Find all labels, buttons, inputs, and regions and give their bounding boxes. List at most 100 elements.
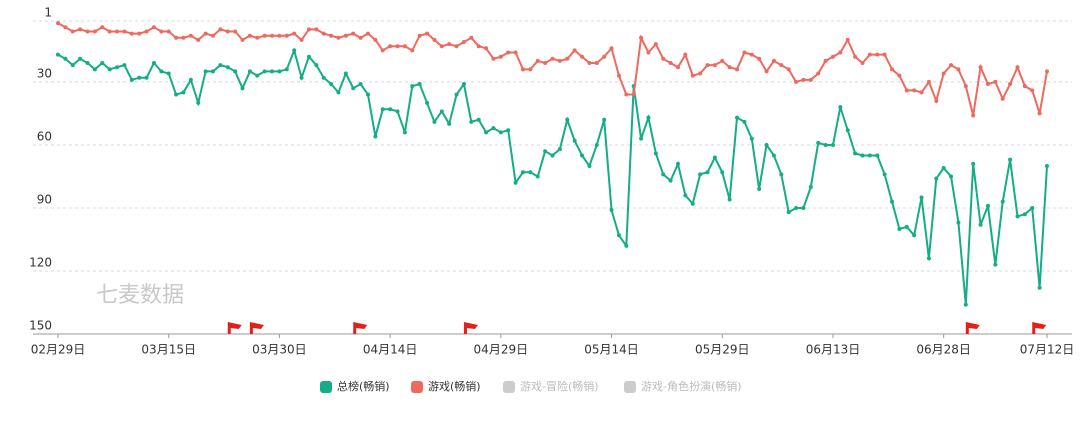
- point: [166, 71, 171, 76]
- point: [956, 67, 961, 72]
- point: [572, 138, 577, 143]
- point: [557, 58, 562, 63]
- point: [388, 44, 393, 49]
- point: [439, 109, 444, 114]
- point: [794, 79, 799, 84]
- point: [808, 184, 813, 189]
- point: [860, 61, 865, 66]
- point: [484, 130, 489, 135]
- event-flag: [463, 322, 478, 334]
- point: [299, 37, 304, 42]
- point: [808, 77, 813, 82]
- point: [668, 61, 673, 66]
- point: [624, 92, 629, 97]
- point: [830, 142, 835, 147]
- point: [543, 149, 548, 154]
- point: [284, 67, 289, 72]
- point: [314, 63, 319, 68]
- point: [941, 71, 946, 76]
- point: [196, 37, 201, 42]
- point: [890, 67, 895, 72]
- point: [454, 44, 459, 49]
- point: [690, 201, 695, 206]
- point: [395, 109, 400, 114]
- point: [461, 40, 466, 45]
- point: [653, 42, 658, 47]
- point: [971, 161, 976, 166]
- legend-swatch[interactable]: [624, 381, 636, 393]
- point: [985, 82, 990, 87]
- point: [85, 29, 90, 34]
- point: [550, 56, 555, 61]
- point: [616, 73, 621, 78]
- point: [602, 117, 607, 122]
- point: [646, 115, 651, 120]
- point: [602, 54, 607, 59]
- event-flag: [227, 322, 242, 334]
- point: [520, 170, 525, 175]
- point: [1037, 111, 1042, 116]
- point: [299, 75, 304, 80]
- point: [122, 63, 127, 68]
- point: [402, 44, 407, 49]
- point: [262, 33, 267, 38]
- point: [454, 92, 459, 97]
- point: [904, 88, 909, 93]
- point: [712, 63, 717, 68]
- x-tick-label: 03月15日: [141, 343, 196, 357]
- point: [144, 75, 149, 80]
- point: [1037, 285, 1042, 290]
- point: [417, 33, 422, 38]
- point: [742, 50, 747, 55]
- point: [240, 86, 245, 91]
- point: [993, 262, 998, 267]
- point: [1000, 199, 1005, 204]
- point: [956, 220, 961, 225]
- point: [358, 35, 363, 40]
- point: [890, 199, 895, 204]
- point: [520, 67, 525, 72]
- legend-label[interactable]: 游戏-角色扮演(畅销): [641, 379, 742, 393]
- point: [764, 69, 769, 74]
- point: [904, 224, 909, 229]
- point: [801, 77, 806, 82]
- point: [1045, 163, 1049, 168]
- point: [506, 50, 511, 55]
- point: [63, 25, 68, 30]
- point: [56, 52, 60, 57]
- point: [949, 63, 954, 68]
- point: [705, 170, 710, 175]
- point: [875, 52, 880, 57]
- x-tick-label: 03月30日: [252, 343, 307, 357]
- point: [70, 29, 75, 34]
- point: [823, 58, 828, 63]
- point: [92, 67, 97, 72]
- point: [144, 29, 149, 34]
- legend-swatch[interactable]: [503, 381, 515, 393]
- point: [321, 31, 326, 36]
- legend-swatch[interactable]: [411, 381, 423, 393]
- point: [1015, 65, 1020, 70]
- point: [410, 84, 415, 89]
- point: [668, 178, 673, 183]
- point: [181, 35, 186, 40]
- x-tick-label: 07月12日: [1020, 343, 1075, 357]
- point: [92, 29, 97, 34]
- point: [373, 37, 378, 42]
- point: [616, 233, 621, 238]
- point: [609, 208, 614, 213]
- point: [410, 48, 415, 53]
- point: [292, 48, 297, 53]
- legend-label[interactable]: 总榜(畅销): [337, 379, 390, 393]
- point: [115, 65, 120, 70]
- point: [476, 44, 481, 49]
- y-tick-label: 150: [29, 319, 52, 333]
- point: [247, 33, 252, 38]
- point: [122, 29, 127, 34]
- legend-label[interactable]: 游戏(畅销): [428, 379, 481, 393]
- legend-label[interactable]: 游戏-冒险(畅销): [520, 379, 599, 393]
- legend-swatch[interactable]: [320, 381, 332, 393]
- point: [255, 35, 260, 40]
- point: [675, 161, 680, 166]
